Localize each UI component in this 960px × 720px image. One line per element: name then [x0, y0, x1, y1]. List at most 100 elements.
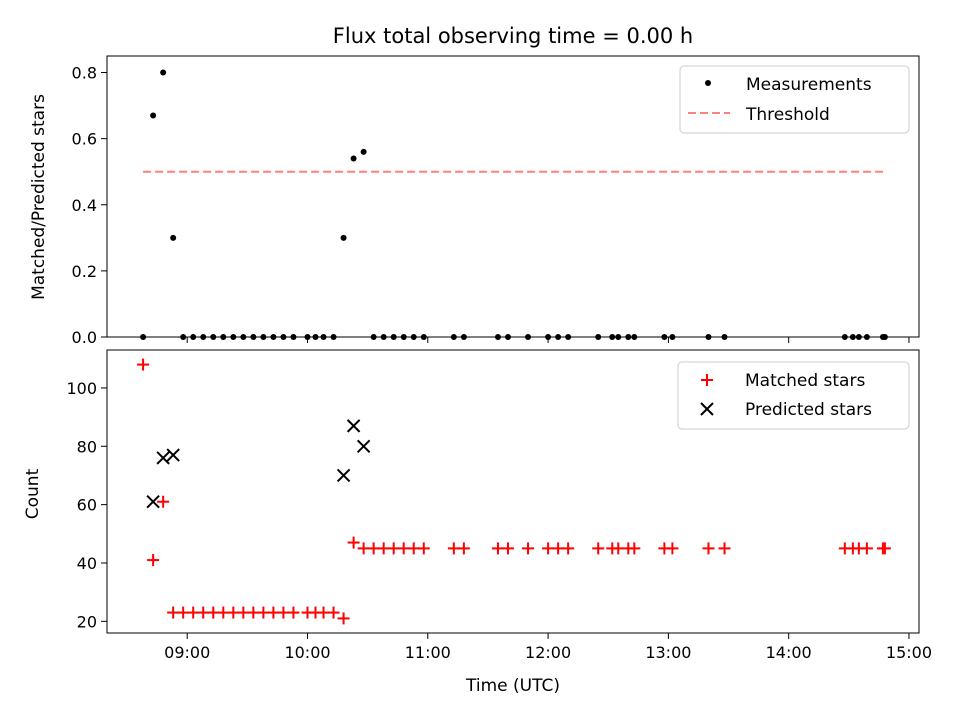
matched-star-point [417, 542, 430, 555]
measurement-point [460, 334, 467, 340]
matched-star-point [257, 606, 270, 619]
bottom-panel: 09:00 10:00 11:00 12:00 13:00 14:00 15:00 20 40 6… [66, 349, 932, 662]
measurement-point [565, 334, 572, 340]
measurement-point [705, 334, 712, 340]
x-tick-label: 12:00 [525, 643, 571, 662]
measurement-point [555, 334, 562, 340]
predicted-star-point [346, 419, 361, 433]
measurement-point [400, 334, 407, 340]
predicted-star-point [166, 448, 180, 462]
measurement-point [863, 334, 870, 340]
legend-predicted-marker [700, 402, 714, 416]
matched-star-point [666, 542, 679, 555]
matched-star-point [217, 606, 230, 619]
matched-star-point [267, 606, 280, 619]
top-y-tick-label: 0.2 [72, 262, 97, 281]
matched-star-point [157, 495, 170, 508]
measurement-point [240, 334, 247, 340]
measurement-point [661, 334, 668, 340]
matched-star-point [137, 358, 150, 371]
top-y-tick-label: 0.4 [72, 196, 97, 215]
chart-title: Flux total observing time = 0.00 h [333, 24, 693, 48]
measurement-point [855, 334, 862, 340]
predicted-star-point [146, 495, 160, 509]
measurement-point [669, 334, 676, 340]
matched-star-point [277, 606, 290, 619]
measurement-point [290, 334, 297, 340]
measurement-point [410, 334, 417, 340]
measurement-point [160, 69, 167, 76]
measurement-point [849, 334, 856, 340]
measurement-point [721, 334, 728, 340]
matched-star-point [167, 606, 180, 619]
measurement-point [220, 334, 227, 340]
top-y-tick-label: 0.6 [72, 130, 97, 149]
matched-star-point [227, 606, 240, 619]
bottom-y-tick-label: 80 [77, 437, 97, 456]
measurement-point [230, 334, 237, 340]
measurement-point [150, 112, 157, 119]
measurement-point [841, 334, 848, 340]
matched-star-point [177, 606, 190, 619]
x-tick-label: 14:00 [766, 643, 812, 662]
measurement-point [615, 334, 622, 340]
measurement-point [340, 234, 347, 241]
measurement-point [260, 334, 267, 340]
measurement-point [595, 334, 602, 340]
x-tick-label: 10:00 [284, 643, 330, 662]
measurement-point [200, 334, 207, 340]
measurement-point [504, 334, 511, 340]
matched-star-point [878, 542, 891, 555]
bottom-y-tick-label: 100 [66, 379, 97, 398]
measurement-point [494, 334, 501, 340]
matched-star-point [337, 612, 350, 625]
x-tick-label: 13:00 [645, 643, 691, 662]
measurement-point [360, 148, 367, 155]
matched-star-point [522, 542, 535, 555]
legend-predicted-label: Predicted stars [745, 400, 872, 420]
measurement-point [609, 334, 616, 340]
matched-star-point [357, 542, 370, 555]
top-legend [679, 65, 910, 134]
legend-matched-marker [701, 374, 713, 386]
x-tick-label: 11:00 [405, 643, 451, 662]
bottom-plot-frame [106, 349, 920, 634]
bottom-y-tick-label: 60 [77, 496, 97, 515]
bottom-legend [677, 361, 910, 430]
measurement-point [631, 334, 638, 340]
matched-star-point [407, 542, 420, 555]
measurement-point [280, 334, 287, 340]
matched-star-point [347, 536, 360, 549]
measurement-point [170, 234, 177, 241]
matched-star-point [317, 606, 330, 619]
measurement-point [350, 155, 357, 162]
top-y-tick-label: 0.0 [72, 328, 97, 347]
predicted-star-point [356, 439, 371, 453]
matched-star-point [367, 542, 380, 555]
matched-star-point [377, 542, 390, 555]
matched-star-point [592, 542, 605, 555]
measurement-point [625, 334, 632, 340]
measurement-point [304, 334, 311, 340]
measurement-point [390, 334, 397, 340]
matched-star-point [397, 542, 410, 555]
measurement-point [180, 334, 187, 340]
matched-star-point [197, 606, 210, 619]
measurement-point [270, 334, 277, 340]
measurement-point [312, 334, 319, 340]
matched-star-point [491, 542, 504, 555]
matched-star-point [542, 542, 555, 555]
matched-star-point [447, 542, 460, 555]
measurement-point [140, 334, 147, 340]
top-y-tick-label: 0.8 [72, 64, 97, 83]
legend-measurements-marker [705, 80, 711, 86]
x-axis-label: Time (UTC) [465, 676, 560, 696]
matched-star-point [187, 606, 200, 619]
top-y-axis-label: Matched/Predicted stars [29, 94, 49, 300]
predicted-star-point [336, 468, 351, 483]
x-tick-label: 09:00 [164, 643, 210, 662]
matched-star-point [287, 606, 300, 619]
matched-star-point [501, 542, 514, 555]
measurement-point [210, 334, 217, 340]
measurement-point [250, 334, 257, 340]
